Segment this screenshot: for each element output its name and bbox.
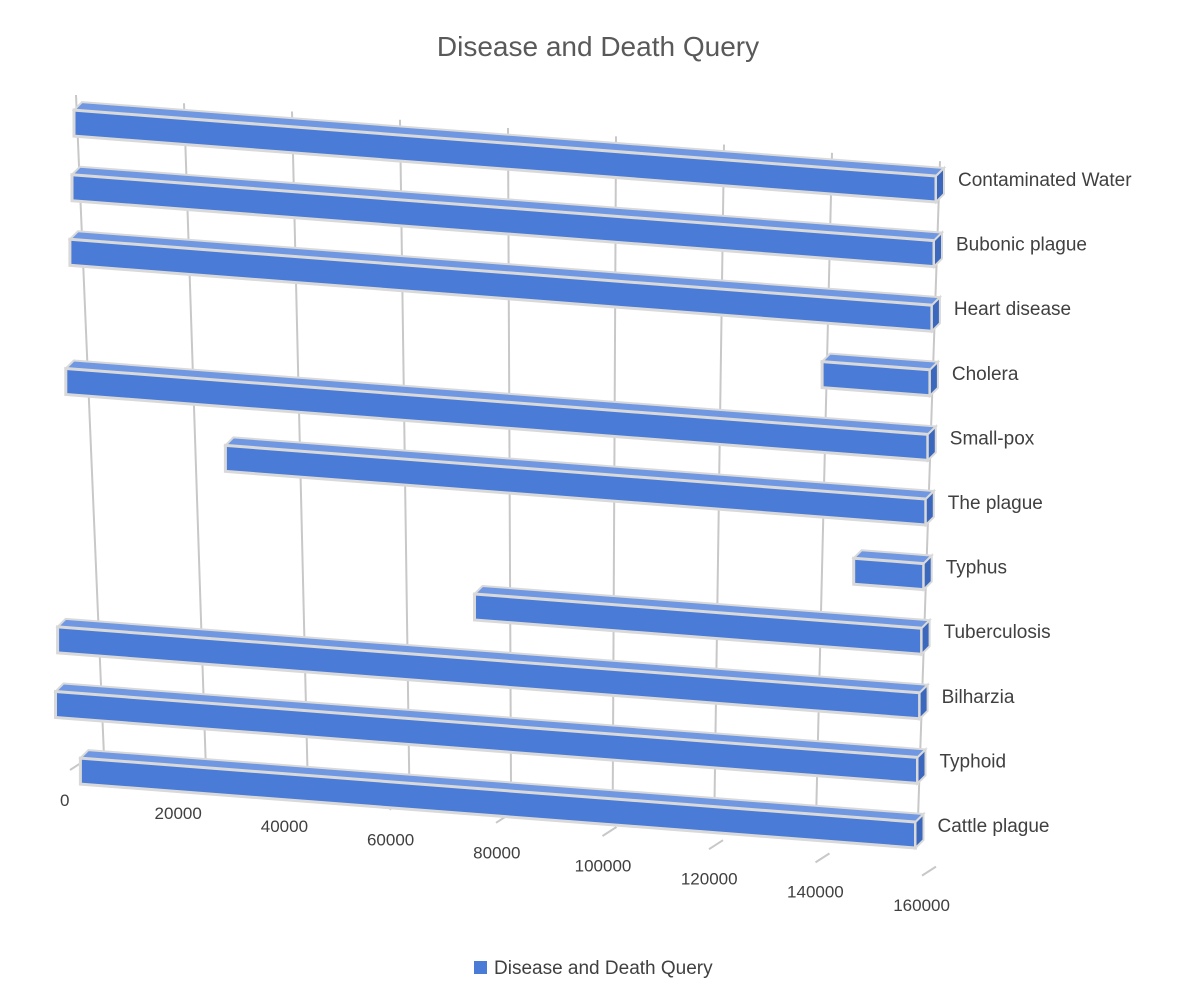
floor-tick — [814, 852, 831, 864]
bar-side-face — [933, 230, 943, 270]
bar-cattle-plague — [78, 749, 926, 851]
floor-tick — [708, 839, 724, 851]
bar-tuberculosis — [472, 584, 932, 657]
bars — [53, 101, 947, 851]
x-tick-label: 140000 — [787, 883, 844, 902]
category-label: Cholera — [952, 364, 1019, 385]
category-labels: Contaminated Water Bubonic plague Heart di… — [938, 170, 1133, 837]
bar-side-face — [918, 682, 929, 722]
category-label: Bubonic plague — [956, 235, 1087, 256]
legend[interactable]: Disease and Death Query — [474, 958, 713, 979]
x-axis-ticks: 0 20000 40000 60000 80000 100000 120000 140000 1… — [60, 791, 950, 915]
x-tick-label: 80000 — [473, 843, 520, 862]
floor-tick — [601, 826, 618, 837]
category-label: Cattle plague — [938, 816, 1050, 837]
x-tick-label: 100000 — [575, 857, 632, 876]
x-tick-label: 120000 — [681, 870, 738, 889]
floor-tick — [921, 865, 937, 877]
category-label: Contaminated Water — [958, 170, 1132, 191]
bar-cholera — [819, 352, 941, 399]
bar-heart-disease — [67, 230, 943, 334]
x-tick-label: 0 — [60, 791, 69, 810]
bar-typhoid — [53, 682, 928, 786]
category-label: Typhus — [946, 558, 1007, 579]
bar-side-face — [922, 553, 933, 593]
bar-front-face — [852, 556, 926, 592]
bar-contaminated-water — [71, 101, 947, 205]
bar-side-face — [935, 165, 945, 205]
category-label: Typhoid — [940, 751, 1007, 772]
category-label: The plague — [948, 493, 1043, 514]
chart-title: Disease and Death Query — [437, 31, 759, 62]
category-label: Heart disease — [954, 299, 1071, 320]
bar-side-face — [926, 423, 937, 463]
x-tick-label: 20000 — [155, 804, 202, 823]
legend-swatch — [474, 961, 487, 974]
bar-side-face — [928, 359, 939, 399]
x-tick-label: 60000 — [367, 830, 414, 849]
category-label: Small-pox — [950, 428, 1035, 449]
bar-typhus — [851, 549, 934, 593]
bar-side-face — [916, 746, 927, 786]
legend-label: Disease and Death Query — [494, 958, 713, 979]
bar-side-face — [924, 488, 935, 528]
x-tick-label: 40000 — [261, 817, 308, 836]
bar-bilharzia — [55, 617, 930, 722]
bar-bubonic-plague — [69, 165, 945, 270]
bar-the-plague — [223, 436, 937, 528]
bar-side-face — [914, 811, 925, 851]
bar-side-face — [920, 617, 931, 657]
bar-small-pox — [63, 359, 939, 463]
category-label: Tuberculosis — [944, 622, 1051, 643]
category-label: Bilharzia — [942, 687, 1015, 708]
x-tick-label: 160000 — [893, 896, 950, 915]
bar-side-face — [930, 294, 941, 334]
